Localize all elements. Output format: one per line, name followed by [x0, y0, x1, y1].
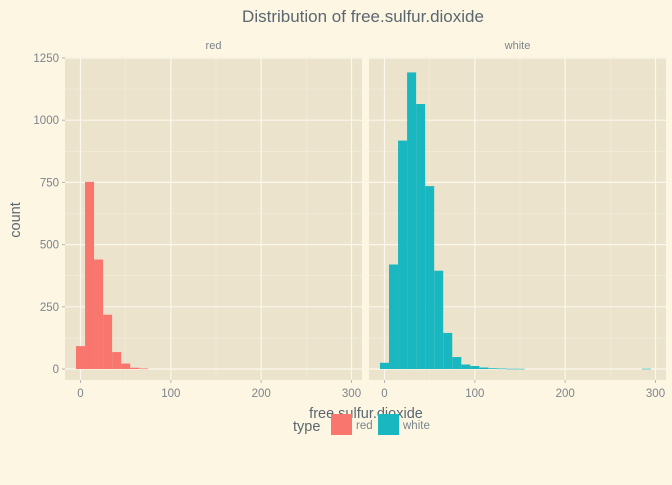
histogram-bar-white: [425, 186, 435, 369]
panel-background-red: [65, 57, 362, 380]
histogram-bar-white: [506, 368, 516, 370]
histogram-bar-white: [452, 357, 462, 369]
histogram-bar-white: [443, 332, 453, 369]
histogram-bar-white: [389, 264, 399, 369]
legend-label-red: red: [356, 420, 373, 432]
histogram-bar-red: [94, 259, 104, 369]
histogram-bar-white: [497, 368, 507, 370]
x-tick-label: 0: [77, 388, 83, 400]
x-tick-label: 0: [381, 388, 387, 400]
histogram-bar-white: [379, 362, 390, 369]
legend-label-white: white: [402, 420, 430, 432]
x-tick-label: 300: [646, 388, 665, 400]
x-tick-label: 300: [342, 388, 361, 400]
x-tick-label: 100: [465, 388, 484, 400]
y-tick-label: 500: [40, 240, 59, 252]
histogram-bar-white: [461, 364, 471, 369]
legend-key-red: [331, 414, 352, 435]
legend-key-white: [378, 414, 399, 435]
histogram-bar-red: [112, 352, 122, 369]
y-tick-label: 1250: [33, 53, 59, 65]
legend-title: type: [293, 419, 320, 435]
facet-label-red: red: [206, 40, 222, 52]
x-tick-label: 100: [161, 388, 180, 400]
histogram-bar-red: [139, 368, 149, 370]
chart-title: Distribution of free.sulfur.dioxide: [242, 7, 484, 26]
x-tick-label: 200: [252, 388, 271, 400]
histogram-bar-red: [130, 367, 140, 369]
histogram-bar-white: [488, 368, 498, 369]
histogram-bar-red: [103, 314, 113, 369]
facet-strip-white: [369, 36, 666, 56]
y-tick-label: 250: [40, 302, 59, 314]
histogram-bar-white: [434, 270, 444, 369]
histogram-bar-white: [470, 366, 480, 369]
y-tick-label: 750: [40, 177, 59, 189]
y-tick-label: 0: [53, 364, 59, 376]
histogram-bar-white: [479, 367, 489, 369]
histogram-bar-white: [398, 140, 408, 369]
facet-label-white: white: [504, 40, 531, 52]
histogram-bar-red: [121, 363, 131, 369]
y-axis-label: count: [8, 202, 24, 237]
histogram-bar-white: [641, 368, 651, 370]
x-tick-label: 200: [556, 388, 575, 400]
y-tick-label: 1000: [33, 115, 59, 127]
histogram-bar-red: [85, 181, 95, 369]
facet-strip-red: [65, 36, 362, 56]
histogram-bar-white: [407, 72, 417, 370]
histogram-bar-white: [416, 104, 426, 369]
histogram-bar-white: [515, 368, 525, 370]
histogram-bar-red: [75, 346, 86, 369]
